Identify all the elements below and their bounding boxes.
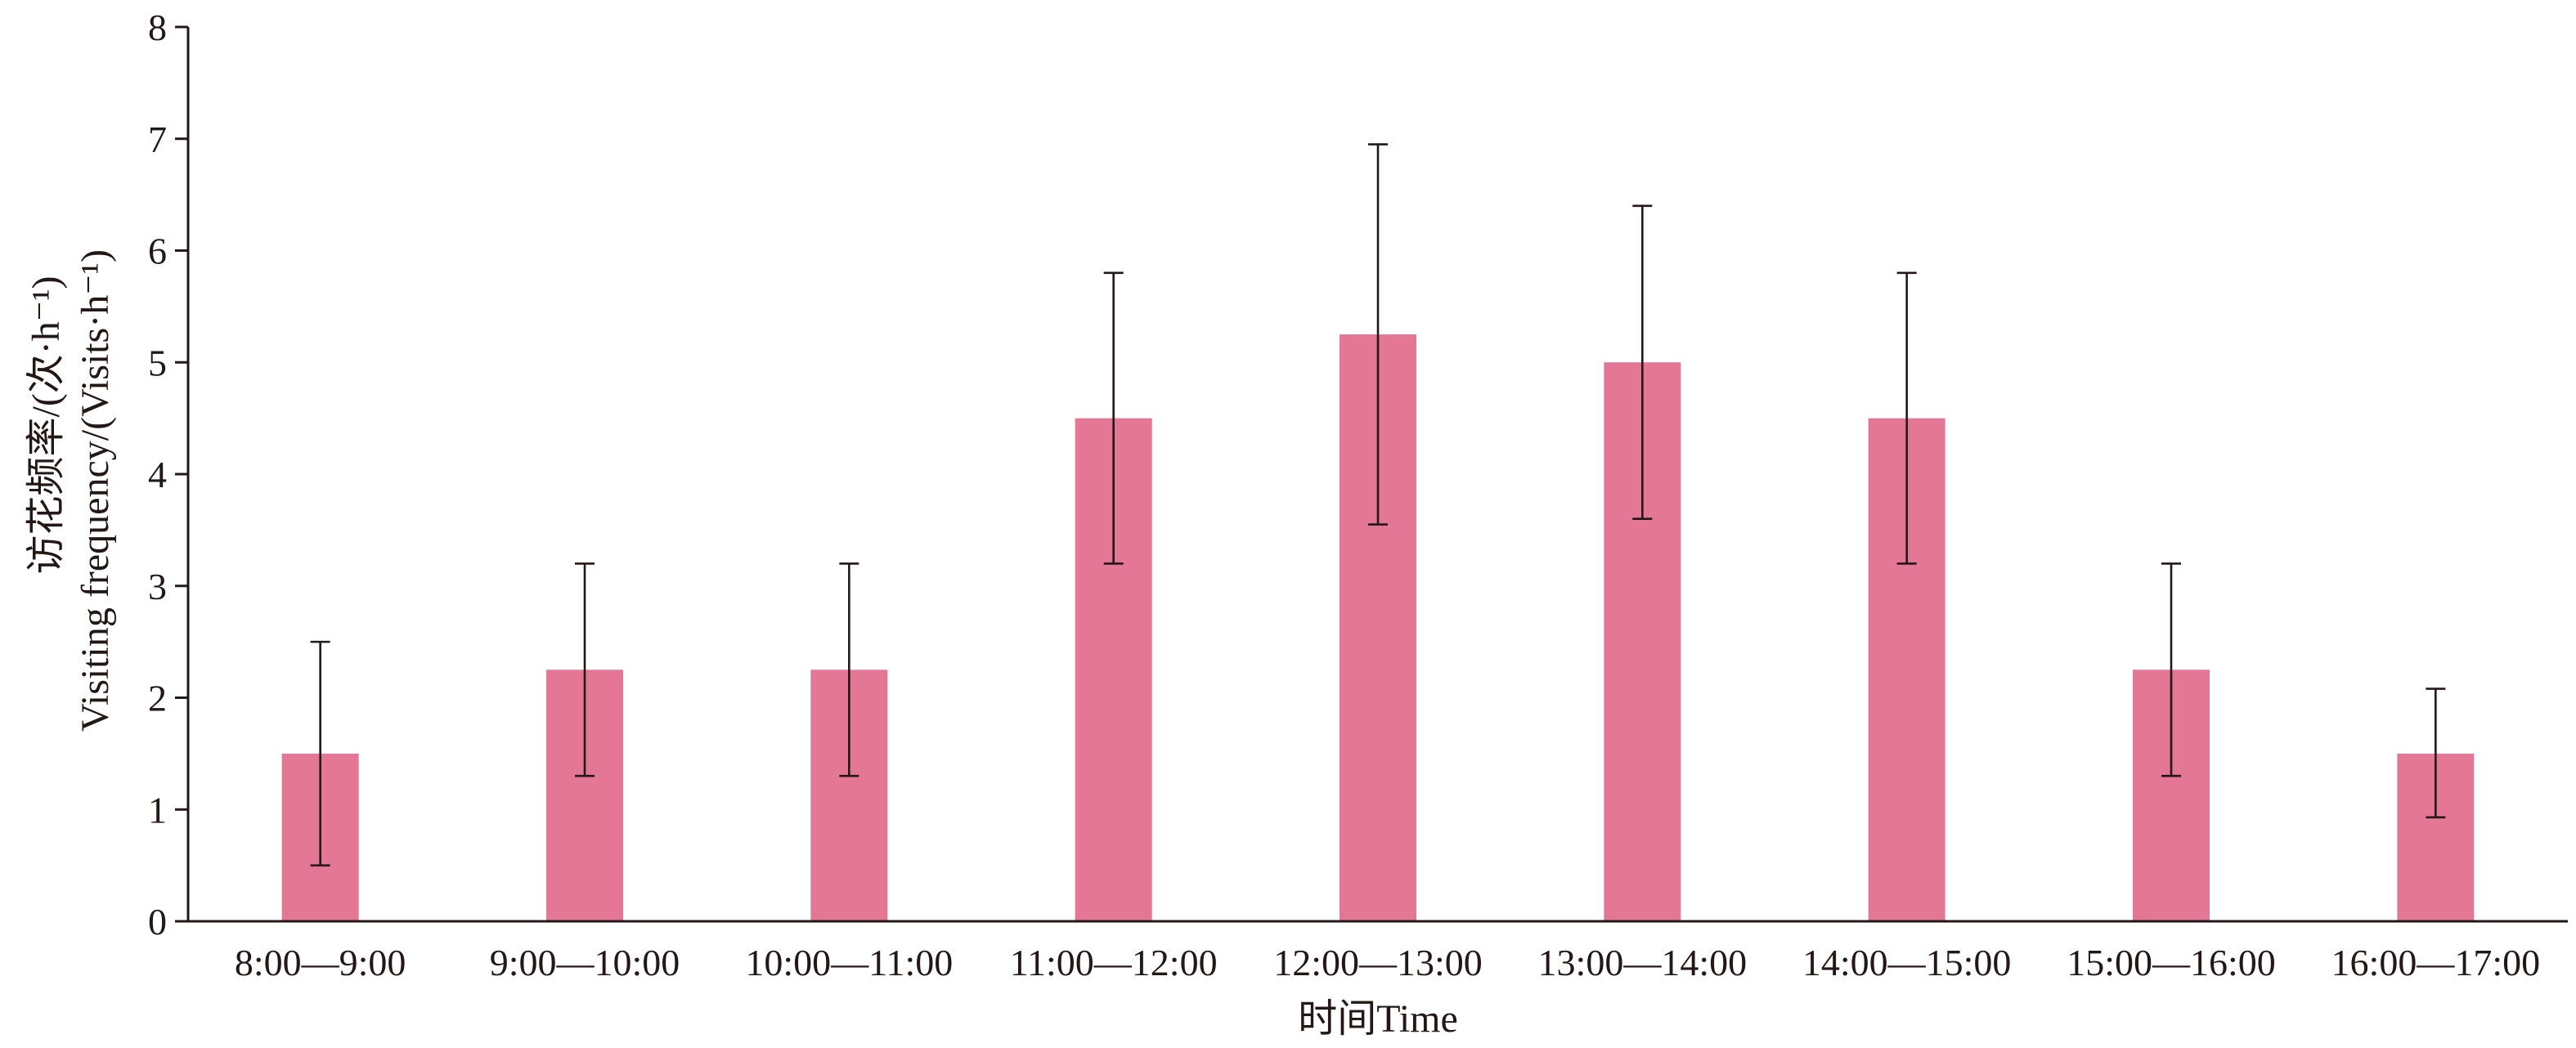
error-bar <box>575 562 595 777</box>
x-axis-title: 时间Time <box>1298 997 1458 1041</box>
y-tick-label: 7 <box>148 119 167 160</box>
error-bar <box>1896 271 1917 565</box>
y-ticks-group: 0 1 2 3 4 5 6 7 8 <box>148 7 188 943</box>
error-bar <box>1368 143 1388 526</box>
x-tick-label: 11:00—12:00 <box>1010 942 1218 983</box>
x-tick-label: 9:00—10:00 <box>490 942 680 983</box>
y-tick-label: 6 <box>148 231 167 272</box>
error-bar <box>1632 204 1653 521</box>
x-tick-label: 16:00—17:00 <box>2331 942 2541 983</box>
y-axis-title-chinese: 访花频率/(次·h⁻¹) <box>25 275 68 574</box>
x-tick-label: 15:00—16:00 <box>2067 942 2276 983</box>
y-tick-label: 3 <box>148 566 167 607</box>
error-bars-group <box>310 143 2446 867</box>
y-tick-label: 4 <box>148 454 167 495</box>
error-bar <box>839 562 859 777</box>
x-tick-label: 10:00—11:00 <box>745 942 953 983</box>
y-axis-title-english: Visiting frequency/(Visits·h⁻¹) <box>74 249 117 732</box>
error-bar <box>1103 271 1124 565</box>
y-tick-label: 2 <box>148 678 167 719</box>
error-bar <box>2426 687 2446 819</box>
y-tick-label: 8 <box>148 7 167 48</box>
x-tick-label: 13:00—14:00 <box>1538 942 1748 983</box>
y-tick-label: 1 <box>148 789 167 831</box>
error-bar <box>310 640 330 867</box>
x-tick-label: 14:00—15:00 <box>1802 942 2012 983</box>
x-tick-label: 12:00—13:00 <box>1273 942 1483 983</box>
y-tick-label: 0 <box>148 901 167 943</box>
error-bar <box>2161 562 2181 777</box>
x-tick-label: 8:00—9:00 <box>235 942 406 983</box>
y-tick-label: 5 <box>148 342 167 383</box>
x-tick-labels-group: 8:00—9:00 9:00—10:00 10:00—11:00 11:00—12:0… <box>235 942 2540 983</box>
